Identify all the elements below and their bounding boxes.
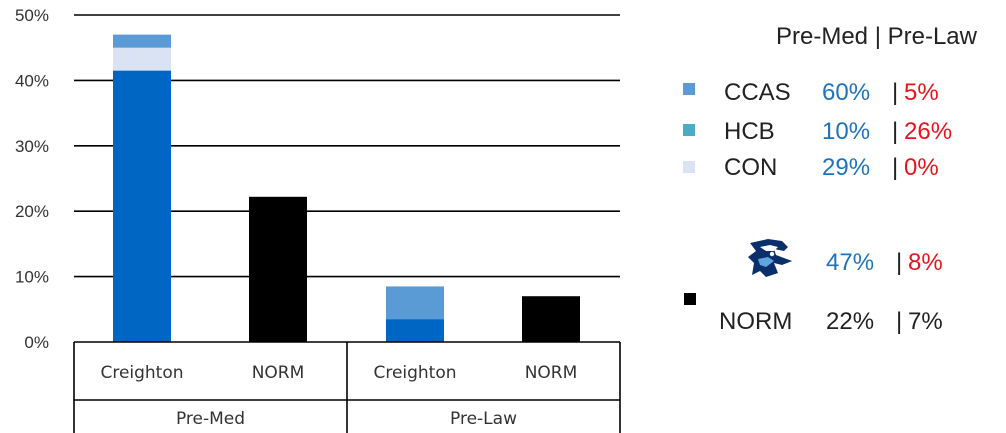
x-tick-label: NORM (525, 363, 578, 383)
legend-label-con: CON (724, 154, 777, 181)
category-axis: Creighton NORM Pre-Med Creighton NORM Pre-Law (73, 341, 621, 433)
legend-prelaw-hcb: 26% (904, 118, 952, 145)
x-group-label: Pre-Med (176, 409, 245, 429)
bar-segment-premed-creighton-con (113, 47, 171, 71)
legend-premed-hcb: 10% (822, 118, 870, 145)
legend: Pre-Med | Pre-Law CCAS 60% | 5% HCB 10% … (683, 23, 978, 335)
legend-premed-ccas: 60% (822, 79, 870, 106)
x-tick-label: NORM (252, 363, 305, 383)
y-tick-label: 10% (15, 268, 49, 287)
y-tick-label: 20% (15, 202, 49, 221)
legend-prelaw-creighton: 8% (908, 249, 943, 276)
legend-prelaw-norm: 7% (908, 308, 943, 335)
y-axis-ticks: 0% 10% 20% 30% 40% 50% (15, 6, 49, 352)
legend-label-ccas: CCAS (724, 79, 791, 106)
bluejay-logo-icon (748, 239, 792, 277)
legend-swatch-hcb (683, 124, 695, 136)
bar-segment-prelaw-creighton-ccas (386, 286, 444, 320)
legend-sep-con: | (892, 154, 898, 181)
legend-label-hcb: HCB (724, 118, 775, 145)
legend-header: Pre-Med | Pre-Law (776, 23, 978, 50)
legend-swatch-con (683, 161, 695, 173)
legend-sep-norm: | (896, 308, 902, 335)
y-tick-label: 30% (15, 137, 49, 156)
bar-segment-premed-creighton-dark-blue (113, 70, 171, 342)
legend-premed-norm: 22% (826, 308, 874, 335)
bars (113, 34, 580, 342)
bar-segment-prelaw-creighton-dark-blue (386, 319, 444, 342)
y-tick-label: 40% (15, 71, 49, 90)
legend-sep-ccas: | (892, 79, 898, 106)
legend-premed-con: 29% (822, 154, 870, 181)
x-tick-label: Creighton (373, 363, 456, 383)
legend-label-norm: NORM (719, 308, 792, 335)
bar-segment-premed-norm-norm (249, 196, 307, 342)
y-tick-label: 50% (15, 6, 49, 25)
x-group-label: Pre-Law (450, 409, 517, 429)
legend-swatch-norm (684, 293, 696, 305)
bar-segment-premed-creighton-ccas (113, 34, 171, 48)
legend-sep-creighton: | (896, 249, 902, 276)
bar-segment-prelaw-norm-norm (522, 296, 580, 342)
y-tick-label: 0% (24, 333, 49, 352)
legend-swatch-ccas (683, 83, 695, 95)
legend-prelaw-ccas: 5% (904, 79, 939, 106)
x-tick-label: Creighton (100, 363, 183, 383)
legend-prelaw-con: 0% (904, 154, 939, 181)
legend-sep-hcb: | (892, 118, 898, 145)
legend-premed-creighton: 47% (826, 249, 874, 276)
